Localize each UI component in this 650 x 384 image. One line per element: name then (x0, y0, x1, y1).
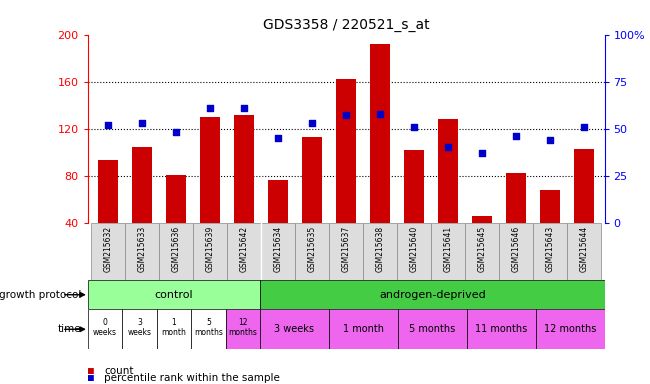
Text: 5
months: 5 months (194, 318, 223, 337)
Point (511, 133, 521, 139)
Bar (404, 150, 424, 223)
Text: ■: ■ (88, 373, 94, 383)
Point (103, 122, 113, 128)
Text: GSM215634: GSM215634 (274, 226, 283, 272)
Text: GSM215632: GSM215632 (103, 226, 112, 272)
FancyBboxPatch shape (567, 223, 601, 280)
Text: GSM215639: GSM215639 (205, 226, 214, 272)
Text: GSM215636: GSM215636 (172, 226, 181, 272)
Bar (336, 79, 356, 223)
Bar (88, 309, 122, 349)
Bar (132, 147, 152, 223)
Bar (157, 309, 191, 349)
Point (409, 124, 419, 130)
Text: 1
month: 1 month (161, 318, 187, 337)
FancyBboxPatch shape (227, 223, 261, 280)
Text: GSM215635: GSM215635 (307, 226, 317, 272)
Text: 5 months: 5 months (409, 324, 456, 334)
Bar (88, 280, 260, 309)
Text: GSM215643: GSM215643 (545, 226, 554, 272)
FancyBboxPatch shape (431, 223, 465, 280)
FancyBboxPatch shape (125, 223, 159, 280)
Text: time: time (58, 324, 81, 334)
Bar (200, 117, 220, 223)
Bar (234, 114, 254, 223)
Point (477, 150, 488, 156)
Bar (166, 174, 187, 223)
Text: GSM215646: GSM215646 (512, 226, 521, 272)
Bar (268, 180, 289, 223)
Bar (506, 173, 526, 223)
Point (341, 113, 351, 119)
Bar (329, 309, 398, 349)
Bar (467, 309, 536, 349)
Bar (302, 137, 322, 223)
Text: GSM215637: GSM215637 (342, 226, 350, 272)
Text: GSM215633: GSM215633 (138, 226, 147, 272)
Bar (191, 309, 226, 349)
Bar (260, 280, 604, 309)
Bar (226, 309, 260, 349)
Point (375, 111, 385, 117)
Text: 12
months: 12 months (228, 318, 257, 337)
Text: 1 month: 1 month (343, 324, 384, 334)
Text: count: count (104, 366, 133, 376)
Text: 3
weeks: 3 weeks (127, 318, 151, 337)
Title: GDS3358 / 220521_s_at: GDS3358 / 220521_s_at (263, 18, 430, 32)
Text: ■: ■ (88, 366, 94, 376)
Bar (536, 309, 605, 349)
Bar (472, 216, 492, 223)
Bar (574, 149, 594, 223)
FancyBboxPatch shape (329, 223, 363, 280)
FancyBboxPatch shape (261, 223, 295, 280)
FancyBboxPatch shape (91, 223, 125, 280)
FancyBboxPatch shape (397, 223, 431, 280)
Point (545, 137, 555, 143)
FancyBboxPatch shape (499, 223, 533, 280)
Text: GSM215641: GSM215641 (443, 226, 452, 272)
Point (171, 129, 181, 136)
FancyBboxPatch shape (295, 223, 329, 280)
Point (273, 135, 283, 141)
Text: 12 months: 12 months (544, 324, 596, 334)
Point (307, 120, 317, 126)
Text: 11 months: 11 months (475, 324, 527, 334)
Text: growth protocol: growth protocol (0, 290, 81, 300)
Bar (438, 119, 458, 223)
Bar (540, 190, 560, 223)
Text: androgen-deprived: androgen-deprived (379, 290, 486, 300)
Bar (370, 44, 390, 223)
Point (205, 105, 215, 111)
FancyBboxPatch shape (533, 223, 567, 280)
Text: GSM215638: GSM215638 (376, 226, 385, 272)
FancyBboxPatch shape (465, 223, 499, 280)
Point (579, 124, 590, 130)
Bar (398, 309, 467, 349)
Bar (260, 309, 329, 349)
Text: control: control (155, 290, 193, 300)
Bar (122, 309, 157, 349)
Text: GSM215645: GSM215645 (478, 226, 487, 272)
Text: GSM215640: GSM215640 (410, 226, 419, 272)
Text: GSM215644: GSM215644 (580, 226, 589, 272)
Point (137, 120, 148, 126)
Text: GSM215642: GSM215642 (240, 226, 249, 272)
Text: 3 weeks: 3 weeks (274, 324, 315, 334)
FancyBboxPatch shape (363, 223, 397, 280)
FancyBboxPatch shape (159, 223, 193, 280)
Text: 0
weeks: 0 weeks (93, 318, 117, 337)
Bar (98, 161, 118, 223)
Point (443, 144, 453, 151)
Text: percentile rank within the sample: percentile rank within the sample (104, 373, 280, 383)
FancyBboxPatch shape (193, 223, 227, 280)
Point (239, 105, 250, 111)
